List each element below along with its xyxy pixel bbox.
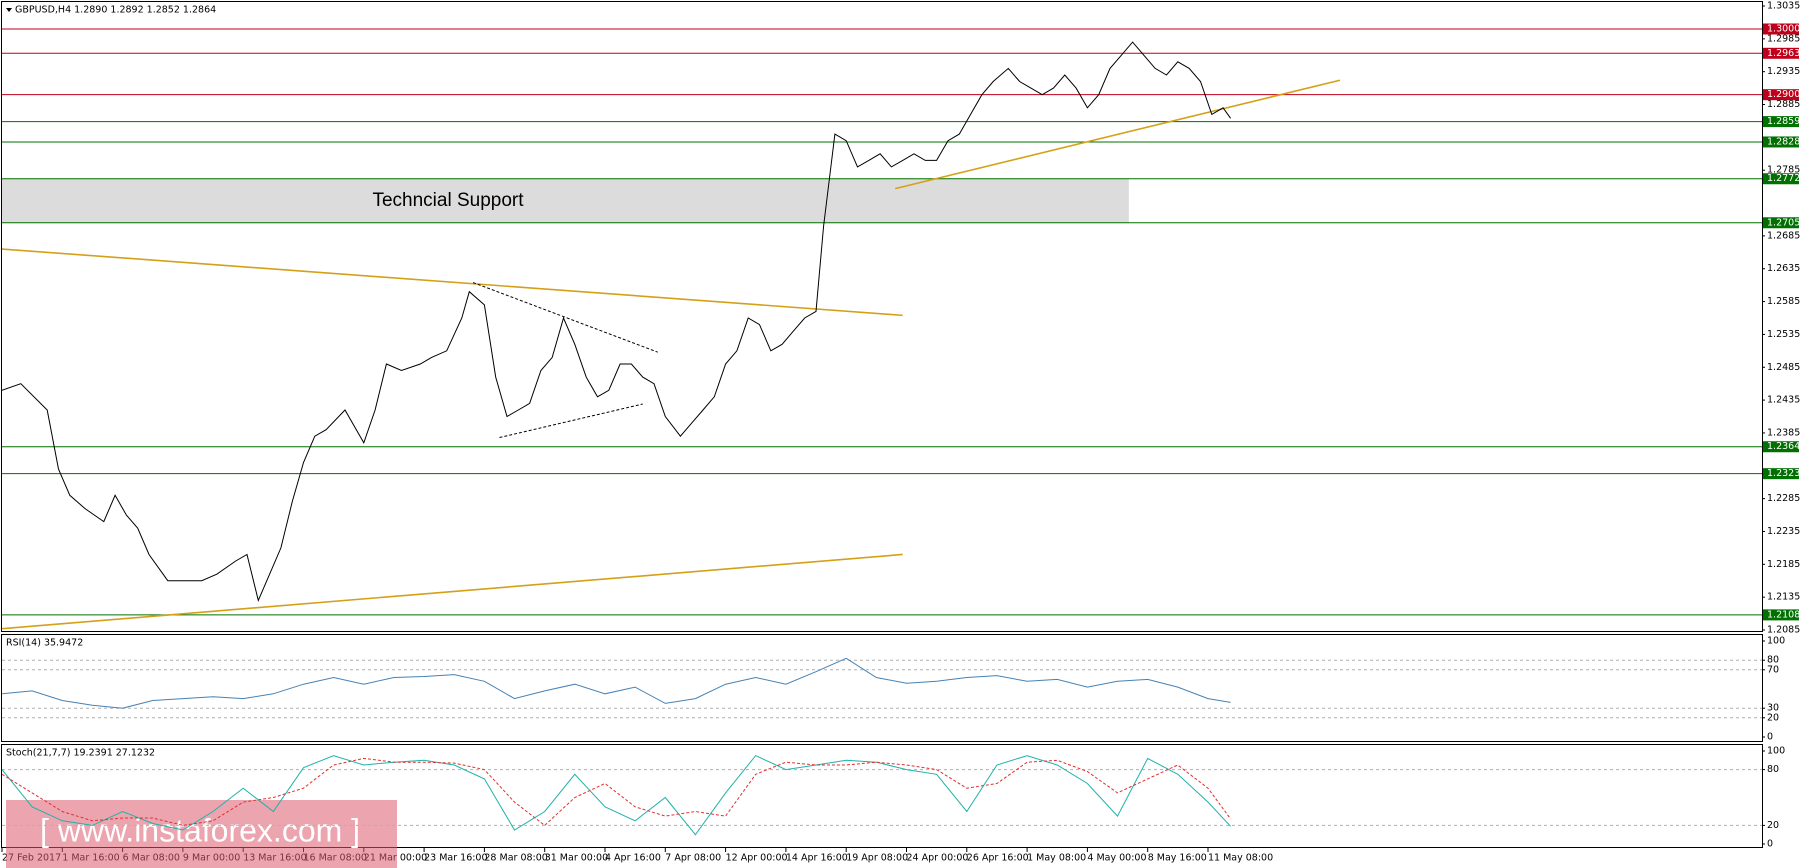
level-label: 1.2364 xyxy=(1767,441,1800,452)
y-tick-label: 70 xyxy=(1767,664,1779,675)
x-tick-label: 12 Apr 00:00 xyxy=(726,853,788,864)
level-badge xyxy=(1763,173,1799,185)
y-tick-label: 1.2385 xyxy=(1767,427,1800,438)
y-tick-label: 1.2885 xyxy=(1767,99,1800,110)
x-tick-label: 8 May 16:00 xyxy=(1148,853,1207,864)
y-tick-label: 1.2185 xyxy=(1767,559,1800,570)
level-label: 1.2772 xyxy=(1767,173,1800,184)
y-tick-label: 1.2685 xyxy=(1767,230,1800,241)
level-badge xyxy=(1763,609,1799,621)
stoch-pane xyxy=(1,744,1763,848)
pane-title: RSI(14) 35.9472 xyxy=(6,638,83,649)
level-label: 1.2323 xyxy=(1767,468,1800,479)
y-tick-label: 1.2635 xyxy=(1767,263,1800,274)
watermark-box xyxy=(6,800,397,868)
level-label: 1.2108 xyxy=(1767,609,1800,620)
y-tick-label: 1.2285 xyxy=(1767,493,1800,504)
pane-content xyxy=(2,28,1762,630)
y-tick-label: 20 xyxy=(1767,712,1779,723)
y-tick-label: 1.2085 xyxy=(1767,625,1800,636)
x-tick-label: 7 Apr 08:00 xyxy=(665,853,721,864)
y-tick-label: 1.3035 xyxy=(1767,1,1800,12)
y-tick-label: 1.2985 xyxy=(1767,33,1800,44)
level-badge xyxy=(1763,47,1799,59)
pane-title: GBPUSD,H4 1.2890 1.2892 1.2852 1.2864 xyxy=(15,5,216,16)
trendline xyxy=(2,553,903,630)
y-tick-label: 20 xyxy=(1767,820,1779,831)
level-label: 1.2705 xyxy=(1767,217,1800,228)
x-tick-label: 28 Mar 08:00 xyxy=(484,853,547,864)
y-tick-label: 1.2785 xyxy=(1767,165,1800,176)
level-badge xyxy=(1763,116,1799,128)
support-zone xyxy=(2,178,1129,223)
level-badge xyxy=(1763,136,1799,148)
y-tick-label: 30 xyxy=(1767,703,1779,714)
y-tick-label: 1.2435 xyxy=(1767,395,1800,406)
y-tick-label: 80 xyxy=(1767,655,1779,666)
x-tick-label: 11 May 08:00 xyxy=(1208,853,1273,864)
zone-label: Techncial Support xyxy=(372,190,524,211)
level-badge xyxy=(1763,23,1799,35)
y-tick-label: 1.2935 xyxy=(1767,66,1800,77)
series-line xyxy=(2,754,1231,836)
trendline xyxy=(2,248,903,317)
y-tick-label: 1.2535 xyxy=(1767,329,1800,340)
x-tick-label: 23 Mar 16:00 xyxy=(424,853,487,864)
price-pane xyxy=(1,1,1763,632)
y-tick-label: 80 xyxy=(1767,764,1779,775)
level-badge xyxy=(1763,441,1799,453)
series-line xyxy=(2,41,1232,602)
y-tick-label: 1.2585 xyxy=(1767,296,1800,307)
rsi-pane xyxy=(1,634,1763,742)
pane-content xyxy=(2,754,1762,836)
pane-content xyxy=(2,657,1762,719)
y-tick-label: 1.2135 xyxy=(1767,592,1800,603)
level-label: 1.2859 xyxy=(1767,116,1800,127)
level-label: 1.3000 xyxy=(1767,23,1800,34)
x-tick-label: 26 Apr 16:00 xyxy=(967,853,1029,864)
level-badge xyxy=(1763,89,1799,101)
y-tick-label: 100 xyxy=(1767,746,1785,757)
x-tick-label: 1 May 08:00 xyxy=(1027,853,1086,864)
level-label: 1.2900 xyxy=(1767,89,1800,100)
level-badge xyxy=(1763,468,1799,480)
trendline xyxy=(895,79,1341,190)
trendline xyxy=(499,403,643,439)
trendline xyxy=(472,282,658,353)
x-tick-label: 19 Apr 08:00 xyxy=(846,853,908,864)
menu-icon xyxy=(6,8,12,12)
x-tick-label: 24 Apr 00:00 xyxy=(906,853,968,864)
watermark: [ www.instaforex.com ] xyxy=(40,812,360,848)
y-tick-label: 1.2235 xyxy=(1767,526,1800,537)
x-tick-label: 4 Apr 16:00 xyxy=(605,853,661,864)
y-tick-label: 1.2485 xyxy=(1767,362,1800,373)
level-label: 1.2828 xyxy=(1767,136,1800,147)
y-tick-label: 100 xyxy=(1767,636,1785,647)
pane-title: Stoch(21,7,7) 19.2391 27.1232 xyxy=(6,748,155,759)
x-tick-label: 31 Mar 00:00 xyxy=(545,853,608,864)
x-tick-label: 14 Apr 16:00 xyxy=(786,853,848,864)
x-tick-label: 4 May 00:00 xyxy=(1087,853,1146,864)
y-tick-label: 0 xyxy=(1767,839,1773,850)
series-line xyxy=(2,657,1231,709)
y-tick-label: 0 xyxy=(1767,732,1773,743)
level-badge xyxy=(1763,217,1799,229)
level-label: 1.2963 xyxy=(1767,48,1800,59)
